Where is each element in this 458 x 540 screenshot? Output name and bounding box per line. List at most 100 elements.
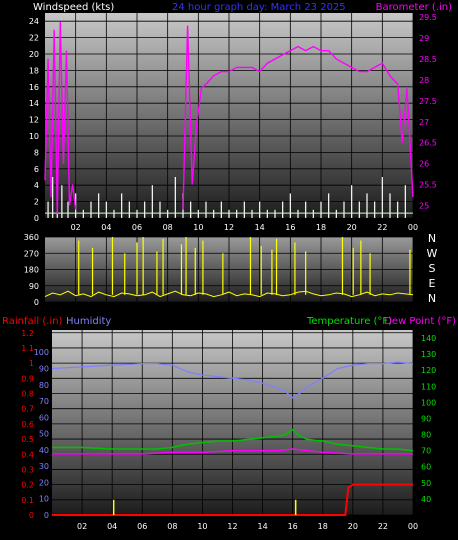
- windspeed-tick-label: 20: [29, 50, 39, 59]
- barometer-tick-label: 27.5: [419, 97, 437, 106]
- barometer-tick-label: 26.5: [419, 139, 437, 148]
- wind-barometer-series: [44, 21, 414, 218]
- barometer-tick-label: 29: [419, 34, 429, 43]
- rainfall-tick-label: 0.8: [21, 390, 34, 399]
- barometer-tick-label: 29.5: [419, 13, 437, 22]
- humidity-tick-label: 40: [39, 446, 49, 455]
- x-tick-label: 08: [167, 522, 177, 531]
- windspeed-tick-label: 8: [34, 148, 39, 157]
- humidity-tick-label: 20: [39, 478, 49, 487]
- rainfall-line: [52, 483, 413, 516]
- windspeed-tick-label: 6: [34, 165, 39, 174]
- compass-label: N: [428, 292, 436, 305]
- compass-label: E: [429, 277, 436, 290]
- temperature-tick-label: 140: [421, 334, 436, 343]
- barometer-tick-label: 25.5: [419, 181, 437, 190]
- rainfall-tick-label: 0.1: [21, 496, 34, 505]
- barometer-tick-label: 28.5: [419, 55, 437, 64]
- barometer-line: [182, 25, 414, 210]
- x-tick-label: 22: [378, 522, 388, 531]
- x-tick-label: 18: [318, 522, 328, 531]
- barometer-line-early: [44, 21, 77, 214]
- rainfall-tick-label: 0: [29, 511, 34, 520]
- humidity-tick-label: 30: [39, 462, 49, 471]
- x-tick-label: 00: [408, 223, 418, 232]
- wind-direction-series: [44, 237, 414, 298]
- x-tick-label: 16: [285, 223, 295, 232]
- rainfall-tick-label: 1: [29, 359, 34, 368]
- rain-humidity-temp-axes: 0 0.1 0.2 0.3 0.4 0.5 0.6 0.7 0.8 0.9 1 1.1 1.2 0 10 20…: [21, 329, 436, 531]
- temperature-tick-label: 90: [421, 414, 431, 423]
- direction-tick-label: 270: [24, 249, 39, 258]
- compass-label: N: [428, 232, 436, 245]
- humidity-line: [51, 361, 414, 399]
- windspeed-tick-label: 0: [34, 214, 39, 223]
- humidity-tick-label: 0: [44, 511, 49, 520]
- windspeed-tick-label: 24: [29, 17, 39, 26]
- x-tick-label: 22: [377, 223, 387, 232]
- x-tick-label: 04: [107, 522, 117, 531]
- temperature-line: [52, 428, 414, 452]
- direction-tick-label: 180: [24, 266, 39, 275]
- graph-title: 24 hour graph day: March 23 2025: [172, 2, 346, 13]
- temperature-tick-label: 50: [421, 479, 431, 488]
- x-tick-label: 14: [257, 522, 267, 531]
- rainfall-tick-label: 0.7: [21, 405, 34, 414]
- x-tick-label: 02: [71, 223, 81, 232]
- windspeed-tick-label: 4: [34, 181, 39, 190]
- rainfall-tick-label: 1.1: [21, 344, 34, 353]
- x-tick-label: 20: [348, 522, 358, 531]
- x-tick-label: 00: [408, 522, 418, 531]
- rain-humidity-temp-series: [51, 361, 414, 516]
- rainfall-tick-label: 0.9: [21, 374, 34, 383]
- rainfall-tick-label: 0.3: [21, 465, 34, 474]
- barometer-tick-label: 25: [419, 201, 429, 210]
- barometer-tick-label: 26: [419, 160, 429, 169]
- compass-label: S: [429, 262, 436, 275]
- rainfall-tick-label: 0.2: [21, 481, 34, 490]
- barometer-tick-label: 28: [419, 76, 429, 85]
- x-tick-label: 02: [77, 522, 87, 531]
- temperature-tick-label: 60: [421, 463, 431, 472]
- rainfall-tick-label: 1.2: [21, 329, 34, 338]
- wind-barometer-grid: [45, 13, 414, 219]
- rainfall-axis-label: Rainfall (.in): [2, 316, 63, 327]
- humidity-tick-label: 80: [39, 381, 49, 390]
- humidity-tick-label: 10: [39, 495, 49, 504]
- rainfall-tick-label: 0.5: [21, 435, 34, 444]
- wind-direction-grid: [45, 236, 414, 303]
- temperature-tick-label: 40: [421, 495, 431, 504]
- x-tick-label: 14: [255, 223, 265, 232]
- rainfall-tick-label: 0.6: [21, 420, 34, 429]
- x-tick-label: 12: [227, 522, 237, 531]
- windspeed-tick-label: 12: [29, 116, 39, 125]
- x-tick-label: 16: [288, 522, 298, 531]
- x-tick-label: 08: [163, 223, 173, 232]
- x-tick-label: 10: [193, 223, 203, 232]
- compass-label: W: [427, 247, 438, 260]
- barometer-tick-label: 27: [419, 118, 429, 127]
- windspeed-tick-label: 10: [29, 132, 39, 141]
- x-tick-label: 12: [224, 223, 234, 232]
- wind-direction-line: [44, 290, 414, 298]
- x-tick-label: 04: [101, 223, 111, 232]
- windspeed-tick-label: 18: [29, 66, 39, 75]
- windspeed-tick-label: 14: [29, 99, 39, 108]
- temperature-tick-label: 110: [421, 382, 436, 391]
- dewpoint-axis-label: Dew Point (°F): [384, 316, 456, 327]
- barometer-axis-label: Barometer (.in): [376, 2, 452, 13]
- direction-tick-label: 90: [29, 282, 39, 291]
- windspeed-tick-label: 22: [29, 34, 39, 43]
- temperature-tick-label: 100: [421, 398, 436, 407]
- humidity-tick-label: 90: [39, 364, 49, 373]
- temperature-tick-label: 130: [421, 350, 436, 359]
- x-tick-label: 20: [347, 223, 357, 232]
- x-tick-label: 06: [132, 223, 142, 232]
- humidity-tick-label: 60: [39, 413, 49, 422]
- x-tick-label: 18: [316, 223, 326, 232]
- windspeed-axis-label: Windspeed (kts): [33, 2, 114, 13]
- direction-tick-label: 0: [34, 298, 39, 307]
